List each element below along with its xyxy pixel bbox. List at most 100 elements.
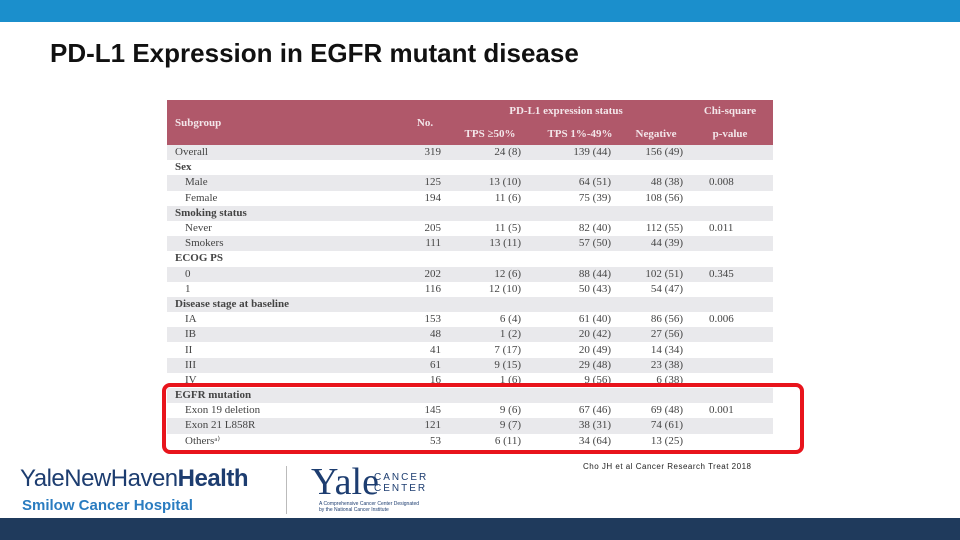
- table-cell: 1 (2): [445, 327, 535, 343]
- table-cell: [445, 205, 535, 221]
- table-cell: [445, 296, 535, 313]
- table-cell: [687, 251, 773, 266]
- table-cell: 13 (11): [445, 236, 535, 252]
- table-cell: 61 (40): [578, 313, 611, 326]
- table-cell: 44 (39): [625, 236, 687, 252]
- table-cell: 0.001: [709, 404, 734, 417]
- table-cell: 112 (55): [645, 222, 683, 235]
- table-cell: 53: [430, 434, 441, 447]
- table-cell: EGFR mutation: [167, 388, 405, 404]
- logo-text: YaleNewHaven: [20, 465, 178, 492]
- table-cell: Exon 19 deletion: [185, 404, 261, 417]
- table-row: II 41 7 (17) 20 (49) 14 (34): [167, 342, 773, 357]
- table-cell: 139 (44): [535, 145, 625, 161]
- table-cell: [625, 251, 687, 266]
- designation: A Comprehensive Cancer Center Designated…: [319, 501, 419, 513]
- table-cell: 9 (7): [445, 418, 535, 434]
- table-cell: 13 (25): [650, 434, 683, 447]
- table-cell: 69 (48): [650, 404, 683, 417]
- slide-title: PD-L1 Expression in EGFR mutant disease: [50, 38, 579, 68]
- table-cell: 145: [424, 404, 442, 417]
- logo-text: CENTER: [374, 483, 428, 494]
- table-cell: [405, 160, 445, 175]
- table-cell: 12 (10): [488, 282, 521, 295]
- table-cell: 54 (47): [650, 282, 683, 295]
- table-row: Female 194 11 (6) 75 (39) 108 (56): [167, 191, 773, 206]
- table-cell: [687, 282, 773, 297]
- header-cell: No.: [405, 100, 445, 145]
- table-row: Exon 21 L858R 121 9 (7) 38 (31) 74 (61): [167, 418, 773, 434]
- table-cell: [445, 388, 535, 404]
- table-cell: II: [185, 343, 193, 356]
- table-cell: [535, 388, 625, 404]
- logo-text: by the National Cancer Institute: [319, 507, 389, 513]
- table-cell: 0.006: [709, 313, 734, 326]
- table-cell: 16: [430, 373, 441, 386]
- table-cell: 34 (64): [578, 434, 611, 447]
- table-cell: 29 (48): [535, 357, 625, 373]
- table-cell: 121: [405, 418, 445, 434]
- table-cell: 23 (38): [625, 357, 687, 373]
- yale-logo-sub: CANCER CENTER: [374, 472, 428, 494]
- table-cell: IA: [185, 313, 197, 326]
- table-row: Sex: [167, 160, 773, 175]
- table-cell: 27 (56): [625, 327, 687, 343]
- table-cell: [687, 418, 773, 434]
- table-cell: Never: [185, 222, 212, 235]
- table-cell: [687, 236, 773, 252]
- table-row: Smoking status: [167, 205, 773, 221]
- table-cell: 11 (6): [494, 191, 521, 204]
- table-cell: 57 (50): [535, 236, 625, 252]
- table-cell: 194: [424, 191, 442, 204]
- table-cell: 6 (11): [494, 434, 521, 447]
- table-cell: 1: [185, 282, 191, 295]
- header-cell: Negative: [625, 122, 687, 145]
- table-cell: 102 (51): [625, 266, 687, 282]
- table-cell: 50 (43): [578, 282, 611, 295]
- table-row: Exon 19 deletion 145 9 (6) 67 (46) 69 (48) 0.…: [167, 403, 773, 418]
- table-cell: 1 (6): [499, 373, 521, 386]
- header-cell: PD-L1 expression status: [445, 100, 687, 122]
- table-row: Overall 319 24 (8) 139 (44) 156 (49): [167, 145, 773, 161]
- bottom-bar: [0, 518, 960, 540]
- table-cell: [687, 145, 773, 161]
- table-cell: Othersᵃ⁾: [185, 434, 221, 447]
- table-cell: 48: [405, 327, 445, 343]
- table-cell: 14 (34): [650, 343, 683, 356]
- table-cell: 7 (17): [494, 343, 521, 356]
- table-cell: [625, 388, 687, 404]
- table-row: IA 153 6 (4) 61 (40) 86 (56) 0.006: [167, 312, 773, 327]
- table-cell: [535, 160, 625, 175]
- table-row: 0 202 12 (6) 88 (44) 102 (51) 0.345: [167, 266, 773, 282]
- table-cell: 0.345: [687, 266, 773, 282]
- table-cell: Smokers: [167, 236, 405, 252]
- table-row: Never 205 11 (5) 82 (40) 112 (55) 0.011: [167, 221, 773, 236]
- table-cell: 64 (51): [535, 175, 625, 191]
- table-cell: 12 (6): [445, 266, 535, 282]
- header-cell: TPS ≥50%: [445, 122, 535, 145]
- table-cell: [535, 205, 625, 221]
- table-cell: [687, 296, 773, 313]
- table-cell: 111: [405, 236, 445, 252]
- table-cell: 205: [424, 222, 442, 235]
- logo-text: CANCER: [374, 472, 429, 483]
- table-cell: [687, 342, 773, 357]
- table-cell: Female: [185, 191, 218, 204]
- table-cell: 319: [405, 145, 445, 161]
- table-cell: 0.008: [687, 175, 773, 191]
- table-row: IV 16 1 (6) 9 (56) 6 (38): [167, 373, 773, 388]
- table-cell: [535, 251, 625, 266]
- table-cell: 61: [405, 357, 445, 373]
- table-cell: 125: [405, 175, 445, 191]
- table-cell: 0: [167, 266, 405, 282]
- yale-logo: Yale: [311, 461, 379, 503]
- table-cell: [405, 296, 445, 313]
- table-cell: [687, 357, 773, 373]
- table-row: III 61 9 (15) 29 (48) 23 (38): [167, 357, 773, 373]
- table-cell: 153: [424, 313, 442, 326]
- smilow-logo: Smilow Cancer Hospital: [22, 497, 193, 514]
- header-cell: Chi-square: [687, 100, 773, 122]
- table-row: 1 116 12 (10) 50 (43) 54 (47): [167, 282, 773, 297]
- table-cell: [405, 388, 445, 404]
- table-cell: ECOG PS: [175, 252, 223, 265]
